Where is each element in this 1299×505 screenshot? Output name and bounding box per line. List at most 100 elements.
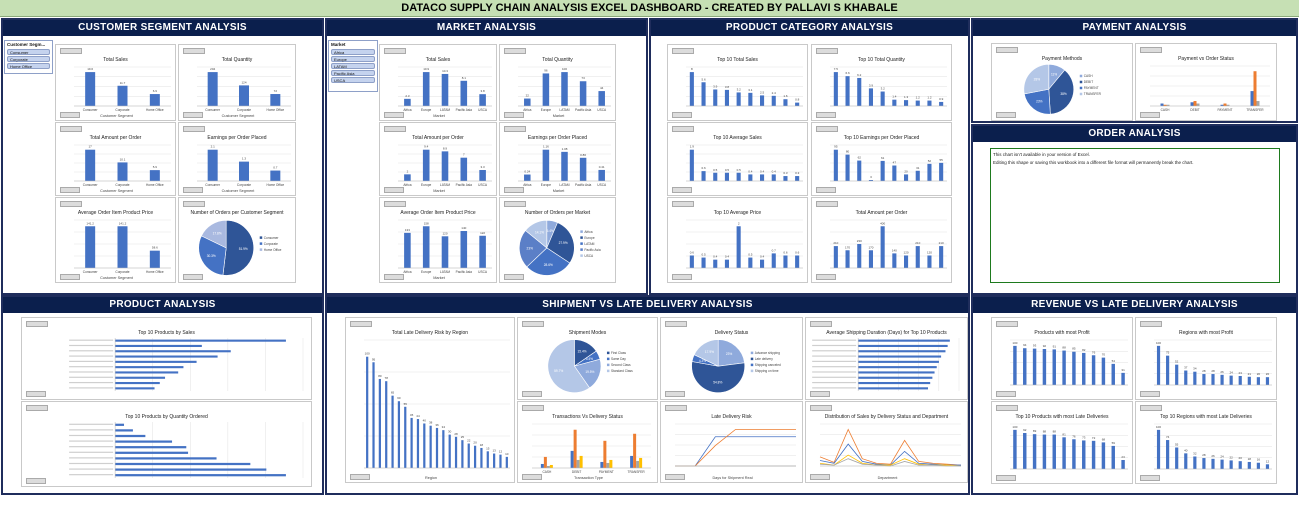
category-label-placeholder <box>69 434 114 437</box>
pivot-filter-button[interactable] <box>384 126 406 132</box>
pivot-axis-button[interactable] <box>384 187 404 193</box>
slicer-item-pacific-asia[interactable]: Pacific Asia <box>331 70 375 76</box>
pivot-filter-button[interactable] <box>26 405 48 411</box>
pivot-axis-button[interactable] <box>672 112 692 118</box>
pivot-axis-button[interactable] <box>996 391 1016 397</box>
slicer-item-home-office[interactable]: Home Office <box>7 63 50 69</box>
pivot-axis-button[interactable] <box>183 112 203 118</box>
pivot-filter-button[interactable] <box>504 48 526 54</box>
pivot-filter-button[interactable] <box>665 321 687 327</box>
pivot-axis-button[interactable] <box>522 391 542 397</box>
pivot-filter-button[interactable] <box>996 321 1018 327</box>
pivot-axis-button[interactable] <box>60 187 80 193</box>
pivot-axis-button[interactable] <box>816 274 836 280</box>
tick-label: LATAM <box>440 183 450 187</box>
pivot-axis-button[interactable] <box>810 391 830 397</box>
pivot-filter-button[interactable] <box>183 48 205 54</box>
data-label: 100 <box>1156 341 1161 345</box>
pivot-axis-button[interactable] <box>350 474 370 480</box>
legend-swatch <box>580 236 583 239</box>
pivot-filter-button[interactable] <box>384 48 406 54</box>
chart-svg: 141.2 Consumer 141.2 Corporate 58.6 Home Offi… <box>74 219 171 280</box>
bar <box>845 250 850 268</box>
pivot-axis-button[interactable] <box>672 274 692 280</box>
pivot-filter-button[interactable] <box>60 126 82 132</box>
pivot-filter-button[interactable] <box>816 48 838 54</box>
data-label: 1.16 <box>543 145 549 149</box>
pivot-filter-button[interactable] <box>504 126 526 132</box>
chart-svg: 133 Africa 158 Europe 120 LATAM 140 Pacific Asi… <box>398 219 492 280</box>
pivot-filter-button[interactable] <box>183 201 205 207</box>
chart-svg <box>69 422 304 478</box>
pivot-filter-button[interactable] <box>504 201 526 207</box>
slicer-item-africa[interactable]: Africa <box>331 49 375 55</box>
pivot-filter-button[interactable] <box>996 405 1018 411</box>
pivot-axis-button[interactable] <box>816 112 836 118</box>
pivot-filter-button[interactable] <box>816 201 838 207</box>
pivot-filter-button[interactable] <box>384 201 406 207</box>
pivot-axis-button[interactable] <box>504 274 524 280</box>
pivot-filter-button[interactable] <box>60 48 82 54</box>
slicer-item-consumer[interactable]: Consumer <box>7 49 50 55</box>
customer-segment-slicer[interactable]: Customer Segm... Consumer Corporate Home… <box>4 40 53 74</box>
pivot-filter-button[interactable] <box>665 405 687 411</box>
slicer-item-usca[interactable]: USCA <box>331 77 375 83</box>
pivot-filter-button[interactable] <box>810 405 832 411</box>
slicer-item-corporate[interactable]: Corporate <box>7 56 50 62</box>
pivot-axis-button[interactable] <box>672 187 692 193</box>
pivot-filter-button[interactable] <box>350 321 372 327</box>
pivot-axis-button[interactable] <box>996 475 1016 481</box>
pivot-axis-button[interactable] <box>1140 391 1160 397</box>
pivot-axis-button[interactable] <box>665 474 685 480</box>
bar <box>115 344 202 348</box>
bar <box>480 447 483 468</box>
pivot-filter-button[interactable] <box>672 201 694 207</box>
pivot-axis-button[interactable] <box>665 391 685 397</box>
pivot-axis-button[interactable] <box>26 391 46 397</box>
pivot-axis-button[interactable] <box>183 274 203 280</box>
data-label: 0.5 <box>713 168 718 172</box>
tick-label: Consumer <box>83 270 99 274</box>
pivot-axis-button[interactable] <box>522 474 542 480</box>
bar <box>598 91 605 106</box>
tick-label: Home Office <box>267 108 285 112</box>
pivot-filter-button[interactable] <box>522 321 544 327</box>
pivot-axis-button[interactable] <box>1140 475 1160 481</box>
pivot-axis-button[interactable] <box>26 478 46 484</box>
pivot-filter-button[interactable] <box>810 321 832 327</box>
pivot-axis-button[interactable] <box>504 187 524 193</box>
pivot-axis-button[interactable] <box>996 112 1016 118</box>
slicer-item-latam[interactable]: LATAM <box>331 63 375 69</box>
chart-card: Distribution of Sales by Delivery Status… <box>805 401 968 483</box>
chart-svg: 0.24 Africa 1.16 Europe 1.08 LATAM 0.86 Pacific… <box>518 145 611 193</box>
pivot-filter-button[interactable] <box>1140 321 1162 327</box>
pivot-axis-button[interactable] <box>384 274 404 280</box>
pivot-axis-button[interactable] <box>816 187 836 193</box>
pivot-axis-button[interactable] <box>60 274 80 280</box>
chart-title: Top 10 Total Sales <box>717 57 758 63</box>
data-label: 8 <box>691 67 693 71</box>
slicer-item-europe[interactable]: Europe <box>331 56 375 62</box>
pivot-axis-button[interactable] <box>384 112 404 118</box>
pivot-axis-button[interactable] <box>504 112 524 118</box>
data-label: 25 <box>461 435 465 439</box>
pivot-axis-button[interactable] <box>810 474 830 480</box>
pivot-axis-button[interactable] <box>60 112 80 118</box>
market-slicer[interactable]: Market Africa Europe LATAM Pacific Asia … <box>328 40 378 92</box>
pivot-filter-button[interactable] <box>522 405 544 411</box>
bar <box>448 434 451 468</box>
pivot-filter-button[interactable] <box>1140 405 1162 411</box>
pivot-filter-button[interactable] <box>816 126 838 132</box>
data-label: 10.1 <box>120 157 126 161</box>
pivot-filter-button[interactable] <box>1140 47 1162 53</box>
data-label: 95 <box>834 145 838 149</box>
pivot-filter-button[interactable] <box>996 47 1018 53</box>
pivot-filter-button[interactable] <box>672 126 694 132</box>
pivot-axis-button[interactable] <box>1140 112 1160 118</box>
bar <box>748 92 753 106</box>
pivot-filter-button[interactable] <box>26 321 48 327</box>
pivot-axis-button[interactable] <box>183 187 203 193</box>
pivot-filter-button[interactable] <box>60 201 82 207</box>
pivot-filter-button[interactable] <box>672 48 694 54</box>
pivot-filter-button[interactable] <box>183 126 205 132</box>
